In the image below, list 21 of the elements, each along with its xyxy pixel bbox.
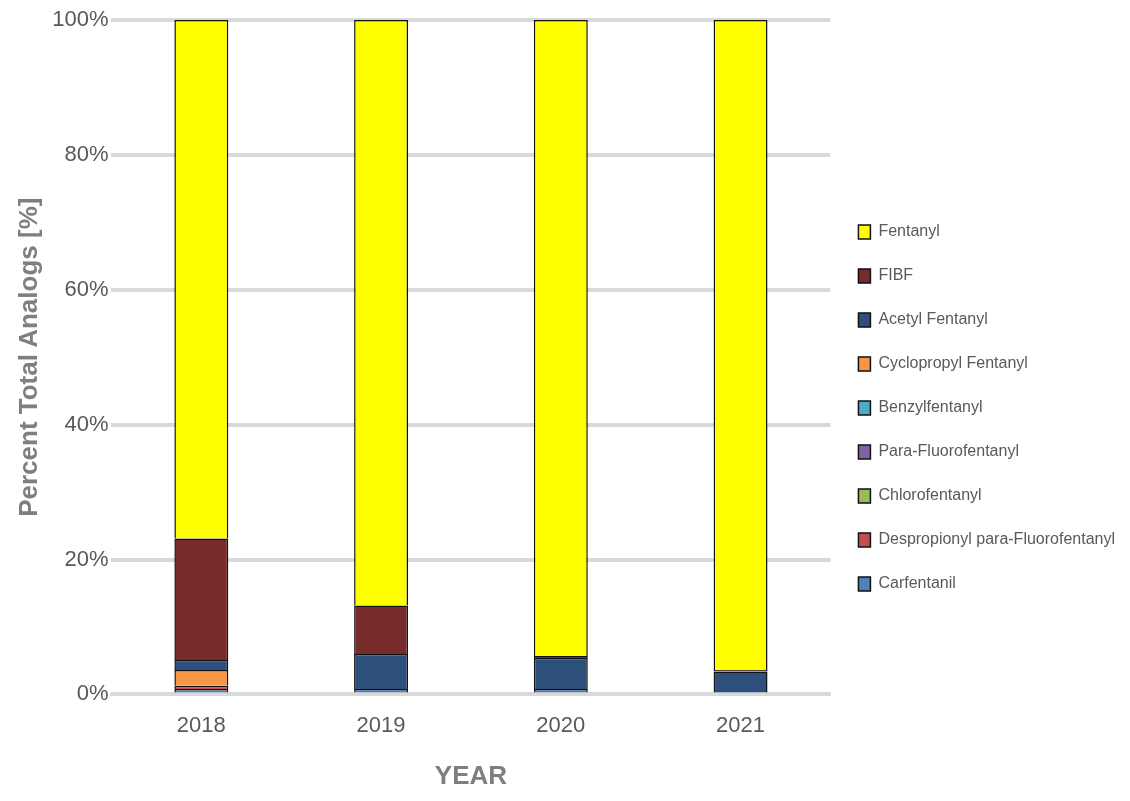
legend-label: FIBF xyxy=(878,266,914,284)
y-tick-label: 80% xyxy=(64,140,109,166)
y-tick-label: 100% xyxy=(52,6,109,32)
x-axis-title: YEAR xyxy=(434,759,508,790)
y-axis-title: Percent Total Analogs [%] xyxy=(12,197,43,517)
legend-label: Carfentanil xyxy=(878,574,956,592)
y-tick-label: 40% xyxy=(64,410,109,436)
y-tick-label: 0% xyxy=(76,680,109,706)
x-tick-label: 2018 xyxy=(176,711,226,737)
x-tick-label: 2020 xyxy=(536,711,586,737)
legend-label: Benzylfentanyl xyxy=(878,398,983,416)
legend-label: Acetyl Fentanyl xyxy=(878,310,988,328)
legend-label: Despropionyl para-Fluorofentanyl xyxy=(878,530,1116,548)
y-tick-label: 60% xyxy=(64,275,109,301)
x-tick-label: 2019 xyxy=(356,711,406,737)
legend-label: Chlorofentanyl xyxy=(878,486,982,504)
y-tick-label: 20% xyxy=(64,545,109,571)
x-tick-label: 2021 xyxy=(716,711,766,737)
legend-label: Cyclopropyl Fentanyl xyxy=(878,354,1028,372)
legend-label: Para-Fluorofentanyl xyxy=(878,442,1019,460)
legend-label: Fentanyl xyxy=(878,222,940,240)
